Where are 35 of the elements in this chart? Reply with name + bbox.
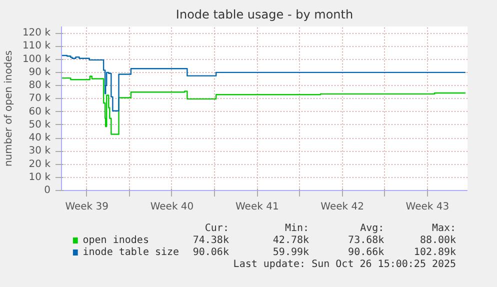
text: Max: bbox=[432, 223, 456, 234]
y-tick-label: 0 bbox=[44, 185, 51, 196]
text: Min: bbox=[284, 223, 310, 234]
text: 90.06k bbox=[192, 247, 229, 258]
y-tick-label: 30 k bbox=[28, 146, 51, 157]
y-tick-label: 20 k bbox=[28, 158, 51, 170]
x-tick-label: Week 42 bbox=[320, 202, 364, 212]
text: 88.00k bbox=[420, 235, 456, 246]
x-tick-label: Week 43 bbox=[406, 202, 450, 212]
text: 73.68k bbox=[348, 235, 384, 246]
text: 74.38k bbox=[192, 235, 229, 246]
y-axis-title: number of open inodes bbox=[3, 50, 14, 167]
y-tick-label: 80 k bbox=[28, 80, 51, 92]
y-tick-label: 100 k bbox=[22, 54, 51, 65]
y-tick-label: 10 k bbox=[28, 172, 51, 183]
text: Cur: bbox=[204, 223, 229, 234]
legend-label: open inodes bbox=[82, 235, 149, 246]
y-tick-label: 60 k bbox=[28, 106, 51, 118]
text: Last update: Sun Oct 26 15:00:25 2025 bbox=[233, 259, 456, 270]
x-tick-label: Week 41 bbox=[236, 202, 279, 212]
legend-label: inode table size bbox=[82, 247, 180, 258]
text: 90.66k bbox=[348, 247, 384, 258]
y-tick-label: 120 k bbox=[22, 28, 51, 39]
text: Avg: bbox=[360, 223, 384, 234]
text: 42.78k bbox=[272, 235, 310, 246]
y-tick-label: 50 k bbox=[28, 119, 51, 130]
y-tick-label: 90 k bbox=[28, 66, 51, 78]
y-tick-label: 40 k bbox=[28, 132, 51, 144]
x-tick-label: Week 40 bbox=[150, 202, 194, 212]
y-tick-label: 70 k bbox=[28, 93, 51, 104]
x-tick-label: Week 39 bbox=[65, 202, 109, 212]
text: 102.89k bbox=[414, 247, 456, 258]
y-tick-label: 110 k bbox=[22, 40, 51, 52]
text: 59.99k bbox=[272, 247, 310, 258]
chart-title: Inode table usage - by month bbox=[176, 8, 354, 22]
